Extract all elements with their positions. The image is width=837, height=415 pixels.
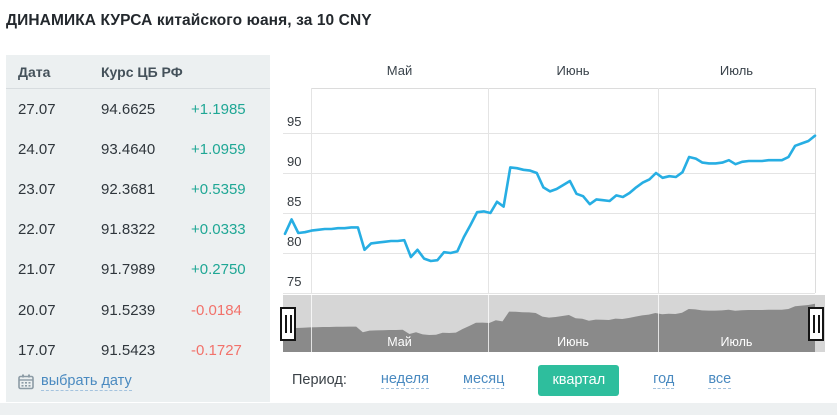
y-axis-tick-label: 85 <box>287 194 302 209</box>
month-label: Июль <box>719 63 754 78</box>
month-label: Июнь <box>556 63 590 78</box>
navigator-area <box>283 303 815 352</box>
grip-bar <box>284 314 287 333</box>
table-row: 21.07 91.7989 +0.2750 <box>6 250 270 290</box>
y-axis-tick-label: 80 <box>287 234 302 249</box>
navigator-month-label: Июль <box>720 335 753 349</box>
rate-change: -0.0184 <box>191 301 242 319</box>
period-option-all[interactable]: все <box>708 371 732 389</box>
rate-change: +0.5359 <box>191 180 246 198</box>
table-row: 24.07 93.4640 +1.0959 <box>6 129 270 169</box>
rate-change: +0.2750 <box>191 261 246 279</box>
table-header-row: Дата Курс ЦБ РФ <box>6 55 270 89</box>
rate-date: 27.07 <box>18 100 56 118</box>
rates-table-panel: Дата Курс ЦБ РФ 27.07 94.6625 +1.1985 24.07… <box>6 55 270 402</box>
gridline-horizontal <box>283 173 815 174</box>
rate-change: +1.1985 <box>191 100 246 118</box>
rate-value: 94.6625 <box>101 100 156 118</box>
y-axis-tick-label: 90 <box>287 154 302 169</box>
chart-range-navigator[interactable]: Май Июнь Июль <box>280 295 825 352</box>
navigator-month-separator <box>311 295 312 352</box>
gridline-horizontal <box>283 293 815 294</box>
navigator-right-handle[interactable] <box>808 306 824 341</box>
navigator-area-chart <box>283 303 815 352</box>
rate-value: 91.5423 <box>101 341 156 359</box>
grip-bar <box>289 314 292 333</box>
y-axis-tick-label: 75 <box>287 274 302 289</box>
gridline-horizontal <box>283 133 815 134</box>
table-row: 17.07 91.5423 -0.1727 <box>6 330 270 370</box>
navigator-left-handle[interactable] <box>280 306 296 341</box>
rate-date: 23.07 <box>18 180 56 198</box>
page-title: ДИНАМИКА КУРСА китайского юаня, за 10 CN… <box>6 12 372 29</box>
y-axis-tick-label: 95 <box>287 114 302 129</box>
column-header-date: Дата <box>18 63 51 80</box>
grip-bar <box>817 314 820 333</box>
rate-change: -0.1727 <box>191 341 242 359</box>
navigator-month-label: Май <box>387 335 412 349</box>
table-row: 23.07 92.3681 +0.5359 <box>6 169 270 209</box>
calendar-icon <box>18 374 34 390</box>
rate-value: 92.3681 <box>101 180 156 198</box>
rate-line <box>283 134 817 263</box>
rate-date: 20.07 <box>18 301 56 319</box>
plot-right-border <box>815 88 816 293</box>
period-option-quarter[interactable]: квартал <box>538 364 620 396</box>
navigator-month-label: Июнь <box>557 335 589 349</box>
page-background-strip <box>0 403 837 415</box>
table-body: 27.07 94.6625 +1.1985 24.07 93.4640 +1.0959 23… <box>6 89 270 370</box>
table-row: 27.07 94.6625 +1.1985 <box>6 89 270 129</box>
rate-date: 22.07 <box>18 221 56 239</box>
navigator-month-separator <box>488 295 489 352</box>
table-row: 20.07 91.5239 -0.0184 <box>6 290 270 330</box>
grip-bar <box>812 314 815 333</box>
gridline-horizontal <box>283 213 815 214</box>
period-option-year[interactable]: год <box>653 371 675 389</box>
gridline-vertical <box>658 88 659 293</box>
period-options: неделя месяц квартал год все <box>380 364 732 396</box>
pick-date-link[interactable]: выбрать дату <box>18 373 132 391</box>
rate-change: +0.0333 <box>191 221 246 239</box>
rate-date: 17.07 <box>18 341 56 359</box>
pick-date-label: выбрать дату <box>41 373 132 391</box>
plot-top-border <box>311 88 815 89</box>
period-option-month[interactable]: месяц <box>463 371 505 389</box>
table-row: 22.07 91.8322 +0.0333 <box>6 210 270 250</box>
gridline-horizontal <box>283 253 815 254</box>
gridline-vertical <box>488 88 489 293</box>
period-option-week[interactable]: неделя <box>380 371 429 389</box>
rate-line-chart <box>283 134 817 263</box>
rate-value: 91.8322 <box>101 221 156 239</box>
period-selector: Период: неделя месяц квартал год все <box>292 364 732 396</box>
column-header-rate: Курс ЦБ РФ <box>101 63 183 80</box>
rate-change: +1.0959 <box>191 140 246 158</box>
rate-date: 21.07 <box>18 261 56 279</box>
rate-value: 93.4640 <box>101 140 156 158</box>
gridline-vertical <box>311 88 312 293</box>
period-label: Период: <box>292 372 347 388</box>
month-label: Май <box>386 63 413 78</box>
rate-date: 24.07 <box>18 140 56 158</box>
rate-value: 91.7989 <box>101 261 156 279</box>
chart-panel: Май Июнь Июль 75 80 85 90 95 Май Июнь Июль Перио… <box>280 55 825 402</box>
navigator-month-separator <box>658 295 659 352</box>
rate-value: 91.5239 <box>101 301 156 319</box>
chart-plot-area: 75 80 85 90 95 <box>283 88 825 294</box>
